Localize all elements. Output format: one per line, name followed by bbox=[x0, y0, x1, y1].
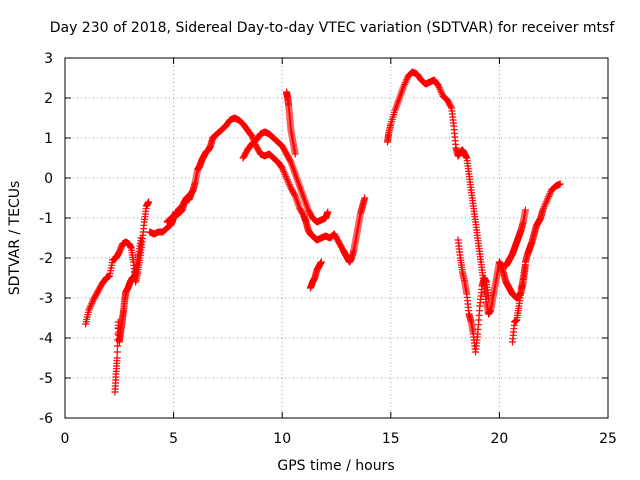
series-segment-10 bbox=[508, 180, 564, 346]
y-tick-label: -2 bbox=[39, 251, 53, 267]
plot-frame bbox=[64, 57, 609, 419]
data-point bbox=[546, 189, 554, 197]
data-point bbox=[282, 172, 290, 180]
chart-title: Day 230 of 2018, Sidereal Day-to-day VTE… bbox=[50, 20, 616, 36]
data-point bbox=[435, 82, 443, 90]
x-tick-labels: 0 5 10 15 20 25 bbox=[61, 431, 617, 447]
data-point bbox=[436, 85, 444, 93]
data-point bbox=[145, 198, 153, 206]
data-point bbox=[113, 348, 121, 356]
y-tick-label: 2 bbox=[44, 91, 53, 107]
data-point bbox=[87, 301, 95, 309]
data-point bbox=[545, 191, 553, 199]
data-point bbox=[283, 176, 291, 184]
x-tick-label: 25 bbox=[599, 431, 617, 447]
data-point bbox=[400, 82, 408, 90]
y-axis-label: SDTVAR / TECUs bbox=[7, 181, 23, 296]
series-segment-6 bbox=[283, 88, 299, 158]
data-point bbox=[485, 294, 493, 302]
data-point bbox=[542, 198, 550, 206]
x-tick-label: 20 bbox=[490, 431, 508, 447]
data-point bbox=[88, 299, 96, 307]
data-point bbox=[542, 199, 550, 207]
data-point bbox=[285, 181, 293, 189]
data-point bbox=[401, 79, 409, 87]
y-tick-label: -3 bbox=[39, 291, 53, 307]
data-point bbox=[556, 180, 564, 188]
data-point bbox=[437, 87, 445, 95]
data-point bbox=[541, 201, 549, 209]
data-point bbox=[284, 177, 292, 185]
data-point bbox=[283, 174, 291, 182]
series-segment-2 bbox=[111, 234, 145, 396]
data-point bbox=[86, 304, 94, 312]
data-point bbox=[361, 194, 369, 202]
data-point bbox=[279, 166, 287, 174]
data-point bbox=[291, 150, 299, 158]
data-point bbox=[291, 191, 299, 199]
data-point bbox=[402, 77, 410, 85]
data-point bbox=[544, 194, 552, 202]
x-tick-label: 5 bbox=[169, 431, 178, 447]
data-point bbox=[401, 80, 409, 88]
y-tick-label: -6 bbox=[39, 411, 53, 427]
data-point bbox=[113, 354, 121, 362]
data-point bbox=[85, 306, 93, 314]
series-segment-5 bbox=[163, 190, 195, 226]
data-point bbox=[137, 234, 145, 242]
data-point bbox=[437, 89, 445, 97]
series-segment-9 bbox=[454, 236, 493, 356]
data-point bbox=[540, 203, 548, 211]
x-axis-label: GPS time / hours bbox=[277, 458, 394, 474]
data-points bbox=[82, 68, 564, 396]
data-point bbox=[540, 204, 548, 212]
data-point bbox=[539, 206, 547, 214]
data-point bbox=[86, 303, 94, 311]
data-point bbox=[187, 190, 195, 198]
data-point bbox=[545, 193, 553, 201]
series-segment-4 bbox=[239, 128, 332, 226]
x-tick-label: 0 bbox=[61, 431, 70, 447]
x-tick-label: 15 bbox=[382, 431, 400, 447]
y-tick-label: -1 bbox=[39, 211, 53, 227]
data-point bbox=[286, 182, 294, 190]
data-point bbox=[280, 169, 288, 177]
data-point bbox=[248, 132, 256, 140]
series-segment-8 bbox=[384, 68, 529, 318]
y-tick-label: -5 bbox=[39, 371, 53, 387]
y-tick-label: 1 bbox=[44, 131, 53, 147]
data-point bbox=[278, 164, 286, 172]
series-segment-11 bbox=[502, 206, 529, 270]
series-segment-1 bbox=[82, 198, 153, 328]
data-point bbox=[285, 179, 293, 187]
data-point bbox=[543, 196, 551, 204]
data-point bbox=[281, 171, 289, 179]
x-tick-label: 10 bbox=[273, 431, 291, 447]
y-tick-label: 3 bbox=[44, 51, 53, 67]
data-point bbox=[324, 208, 332, 216]
y-tick-label: 0 bbox=[44, 171, 53, 187]
data-point bbox=[447, 103, 455, 111]
data-point bbox=[280, 167, 288, 175]
data-point bbox=[286, 157, 294, 165]
data-point bbox=[435, 84, 443, 92]
y-tick-label: -4 bbox=[39, 331, 53, 347]
data-point bbox=[521, 206, 529, 214]
y-tick-labels: -6 -5 -4 -3 -2 -1 0 1 2 3 bbox=[39, 51, 53, 427]
data-point bbox=[89, 298, 97, 306]
series-segment-7 bbox=[306, 258, 325, 292]
axis-ticks bbox=[64, 57, 609, 419]
data-point bbox=[403, 75, 411, 83]
data-point bbox=[113, 342, 121, 350]
data-point bbox=[317, 258, 325, 266]
